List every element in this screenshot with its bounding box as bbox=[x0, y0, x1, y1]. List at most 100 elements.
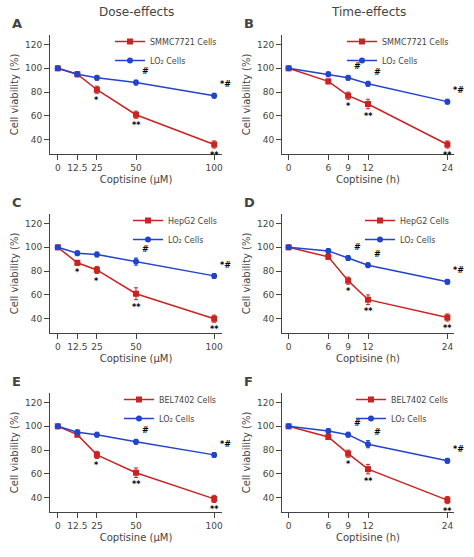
svg-text:40: 40 bbox=[31, 493, 43, 503]
svg-text:**: ** bbox=[364, 307, 373, 316]
svg-text:**: ** bbox=[210, 325, 219, 334]
svg-text:*#: *# bbox=[453, 445, 464, 454]
svg-text:80: 80 bbox=[31, 445, 43, 455]
svg-text:120: 120 bbox=[257, 40, 274, 50]
svg-text:Coptisine (h): Coptisine (h) bbox=[336, 353, 400, 364]
svg-text:24: 24 bbox=[442, 342, 454, 352]
svg-text:LO₂ Cells: LO₂ Cells bbox=[159, 415, 194, 424]
svg-text:9: 9 bbox=[345, 163, 351, 173]
svg-text:Cell viability (%): Cell viability (%) bbox=[9, 412, 20, 494]
svg-text:12: 12 bbox=[362, 342, 373, 352]
svg-text:**: ** bbox=[210, 151, 219, 160]
svg-text:120: 120 bbox=[25, 40, 42, 50]
svg-text:*#: *# bbox=[220, 261, 231, 270]
svg-text:Cell viability (%): Cell viability (%) bbox=[241, 412, 252, 494]
svg-text:**: ** bbox=[132, 480, 141, 489]
svg-text:**: ** bbox=[132, 303, 141, 312]
svg-text:HepG2 Cells: HepG2 Cells bbox=[168, 217, 217, 226]
svg-text:*: * bbox=[94, 96, 99, 105]
svg-text:Dose-effects: Dose-effects bbox=[99, 5, 174, 19]
svg-text:9: 9 bbox=[345, 342, 351, 352]
svg-text:100: 100 bbox=[257, 63, 274, 73]
svg-text:12: 12 bbox=[362, 163, 373, 173]
svg-text:50: 50 bbox=[130, 163, 142, 173]
svg-text:**: ** bbox=[364, 112, 373, 121]
svg-text:**: ** bbox=[443, 507, 452, 516]
svg-text:100: 100 bbox=[206, 163, 223, 173]
svg-text:Cell viability (%): Cell viability (%) bbox=[241, 233, 252, 315]
svg-text:A: A bbox=[12, 16, 22, 31]
svg-text:6: 6 bbox=[325, 163, 331, 173]
svg-text:80: 80 bbox=[31, 87, 43, 97]
svg-text:F: F bbox=[244, 374, 253, 389]
svg-text:120: 120 bbox=[25, 398, 42, 408]
svg-text:Coptisine (h): Coptisine (h) bbox=[336, 174, 400, 185]
svg-text:LO₂ Cells: LO₂ Cells bbox=[382, 57, 417, 66]
svg-text:80: 80 bbox=[263, 445, 275, 455]
svg-text:#: # bbox=[142, 245, 149, 254]
svg-text:#: # bbox=[354, 419, 361, 428]
svg-text:40: 40 bbox=[263, 314, 275, 324]
svg-text:50: 50 bbox=[130, 342, 142, 352]
svg-text:0: 0 bbox=[286, 521, 292, 531]
svg-text:LO₂ Cells: LO₂ Cells bbox=[150, 57, 185, 66]
svg-text:Coptisine (μM): Coptisine (μM) bbox=[100, 174, 173, 185]
svg-text:*#: *# bbox=[220, 80, 231, 89]
svg-text:LO₂ Cells: LO₂ Cells bbox=[168, 236, 203, 245]
svg-text:100: 100 bbox=[25, 242, 42, 252]
svg-text:E: E bbox=[12, 374, 21, 389]
svg-text:#: # bbox=[354, 243, 361, 252]
svg-text:12.5: 12.5 bbox=[67, 521, 87, 531]
svg-text:60: 60 bbox=[263, 111, 275, 121]
svg-text:*: * bbox=[94, 461, 99, 470]
svg-text:80: 80 bbox=[263, 87, 275, 97]
svg-text:**: ** bbox=[443, 324, 452, 333]
svg-text:SMMC7721 Cells: SMMC7721 Cells bbox=[150, 38, 217, 47]
svg-text:BEL7402 Cells: BEL7402 Cells bbox=[159, 396, 216, 405]
svg-text:80: 80 bbox=[31, 266, 43, 276]
svg-text:100: 100 bbox=[25, 63, 42, 73]
svg-text:40: 40 bbox=[263, 135, 275, 145]
svg-text:24: 24 bbox=[442, 521, 454, 531]
svg-text:*#: *# bbox=[453, 86, 464, 95]
svg-text:60: 60 bbox=[263, 469, 275, 479]
svg-text:*#: *# bbox=[220, 440, 231, 449]
svg-text:60: 60 bbox=[263, 290, 275, 300]
svg-text:12.5: 12.5 bbox=[67, 342, 87, 352]
svg-text:120: 120 bbox=[257, 219, 274, 229]
svg-text:6: 6 bbox=[325, 521, 331, 531]
svg-text:SMMC7721 Cells: SMMC7721 Cells bbox=[382, 38, 449, 47]
svg-text:#: # bbox=[142, 426, 149, 435]
svg-text:BEL7402 Cells: BEL7402 Cells bbox=[391, 396, 448, 405]
svg-text:*: * bbox=[94, 277, 99, 286]
svg-text:60: 60 bbox=[31, 290, 43, 300]
svg-text:24: 24 bbox=[442, 163, 454, 173]
svg-text:#: # bbox=[142, 67, 149, 76]
svg-text:*#: *# bbox=[453, 266, 464, 275]
svg-text:**: ** bbox=[210, 505, 219, 514]
svg-text:LO₂ Cells: LO₂ Cells bbox=[391, 415, 426, 424]
svg-text:0: 0 bbox=[55, 163, 61, 173]
svg-text:100: 100 bbox=[206, 521, 223, 531]
svg-text:6: 6 bbox=[325, 342, 331, 352]
svg-text:#: # bbox=[354, 62, 361, 71]
svg-text:60: 60 bbox=[31, 469, 43, 479]
svg-text:100: 100 bbox=[206, 342, 223, 352]
svg-text:25: 25 bbox=[91, 163, 102, 173]
svg-text:**: ** bbox=[132, 121, 141, 130]
svg-text:Coptisine (h): Coptisine (h) bbox=[336, 532, 400, 543]
svg-text:*: * bbox=[346, 460, 351, 469]
svg-text:Cell viability (%): Cell viability (%) bbox=[9, 233, 20, 315]
svg-text:B: B bbox=[244, 16, 254, 31]
svg-text:40: 40 bbox=[31, 314, 43, 324]
svg-text:60: 60 bbox=[31, 111, 43, 121]
svg-text:**: ** bbox=[443, 151, 452, 160]
svg-text:25: 25 bbox=[91, 521, 102, 531]
svg-text:Time-effects: Time-effects bbox=[331, 5, 406, 19]
svg-text:25: 25 bbox=[91, 342, 102, 352]
svg-text:12: 12 bbox=[362, 521, 373, 531]
svg-text:100: 100 bbox=[257, 421, 274, 431]
svg-text:100: 100 bbox=[257, 242, 274, 252]
svg-text:0: 0 bbox=[286, 342, 292, 352]
svg-text:C: C bbox=[12, 195, 22, 210]
